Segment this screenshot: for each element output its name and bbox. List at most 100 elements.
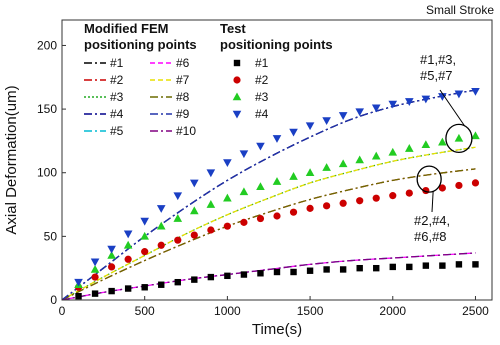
annotations: #1,#3,#5,#7 #2,#4,#6,#8: [414, 52, 473, 244]
test-4-point: [107, 245, 116, 254]
test-3-point: [338, 159, 348, 168]
annotation-label: #5,#7: [420, 68, 453, 83]
x-axis-ticks: 0 500 1000 1500 2000 2500: [59, 296, 489, 318]
test-1-point: [174, 278, 181, 286]
test-2-point: [108, 263, 116, 271]
test-2-point: [438, 184, 446, 192]
test-3-point: [405, 144, 414, 152]
legend-fem-label: #3: [110, 90, 124, 104]
test-4-point: [206, 169, 216, 178]
annotation-leader: [431, 191, 434, 213]
test-2-point: [356, 197, 364, 205]
test-4-point: [123, 230, 133, 239]
test-4-point: [156, 205, 166, 213]
test-1-point: [108, 287, 115, 295]
y-tick-label: 100: [37, 166, 57, 180]
legend-test-label: #2: [255, 73, 269, 87]
test-1-point: [257, 270, 264, 277]
test-4-point: [140, 217, 149, 226]
test-4-point: [90, 258, 100, 267]
test-4-point: [239, 150, 249, 159]
test-4-point: [272, 135, 282, 143]
test-3-point: [272, 177, 282, 185]
test-1-point: [323, 266, 330, 273]
test-1-point: [439, 262, 446, 269]
legend-fem-label: #9: [176, 107, 190, 121]
legend-fem-label: #7: [176, 73, 190, 87]
y-tick-label: 150: [37, 102, 57, 116]
test-2-point: [207, 226, 215, 234]
legend-test-marker: [233, 76, 241, 84]
legend-test-marker: [233, 59, 241, 67]
test-4-point: [74, 278, 83, 287]
annotation-leader: [439, 89, 466, 127]
legend-test-label: #1: [255, 56, 269, 70]
legend-fem-label: #4: [110, 107, 124, 121]
y-axis-title: Axial Deformation(um): [3, 85, 20, 234]
test-1-point: [141, 284, 148, 291]
test-3-point: [438, 137, 447, 146]
test-4-point: [405, 98, 414, 106]
test-4-point: [305, 122, 315, 131]
test-4-point: [454, 90, 464, 99]
test-4-point: [371, 104, 381, 113]
test-3-point: [90, 264, 100, 273]
x-tick-label: 2500: [462, 304, 489, 318]
test-1-point: [207, 273, 215, 281]
fem-line-9: [62, 89, 476, 300]
test-2-point: [124, 255, 132, 263]
legend-fem-label: #5: [110, 124, 124, 138]
fem-lines: [62, 89, 476, 300]
x-tick-label: 1000: [214, 304, 241, 318]
legend-group-title: positioning points: [220, 37, 333, 52]
test-1-point: [373, 264, 380, 272]
y-tick-label: 0: [50, 293, 57, 307]
test-2-point: [240, 218, 248, 226]
test-4-point: [355, 108, 364, 117]
annotation-ellipse: [445, 123, 473, 154]
y-axis-ticks: 0 50 100 150 200: [37, 38, 66, 307]
test-4-point: [190, 179, 199, 188]
test-1-point: [75, 292, 82, 300]
test-1-point: [389, 263, 396, 271]
legend-group-title: positioning points: [84, 37, 197, 52]
y-tick-label: 200: [37, 38, 57, 52]
test-3-point: [239, 187, 249, 196]
test-3-point: [173, 214, 183, 222]
legend-fem-label: #1: [110, 56, 124, 70]
legend-fem-label: #2: [110, 73, 124, 87]
test-1-point: [356, 264, 363, 272]
test-1-point: [290, 268, 297, 276]
test-4-point: [173, 192, 183, 201]
test-4-point: [338, 112, 348, 120]
fem-line-7: [62, 146, 476, 300]
test-markers: [74, 87, 480, 300]
test-1-point: [472, 261, 479, 268]
y-tick-label: 50: [44, 229, 58, 243]
test-4-point: [256, 142, 265, 151]
test-2-point: [323, 202, 331, 210]
legend-test-marker: [232, 110, 242, 119]
test-4-point: [322, 117, 331, 126]
test-2-point: [389, 192, 397, 200]
test-2-point: [141, 248, 149, 256]
test-2-point: [91, 273, 99, 281]
test-2-point: [339, 199, 347, 207]
x-tick-label: 500: [135, 304, 155, 318]
x-tick-label: 2000: [379, 304, 406, 318]
test-1-point: [91, 290, 99, 297]
test-3-point: [371, 151, 381, 160]
test-4-point: [438, 93, 447, 101]
legend-fem-label: #8: [176, 90, 190, 104]
test-1-point: [124, 285, 132, 292]
test-1-point: [406, 263, 413, 271]
test-2-point: [190, 231, 198, 239]
legend-test-label: #3: [255, 90, 269, 104]
test-3-point: [322, 163, 331, 171]
test-2-point: [289, 208, 298, 216]
test-3-point: [123, 240, 133, 249]
legend-group-title: Modified FEM: [84, 21, 169, 36]
panel-label: Small Stroke: [426, 3, 494, 17]
test-3-point: [256, 182, 265, 191]
